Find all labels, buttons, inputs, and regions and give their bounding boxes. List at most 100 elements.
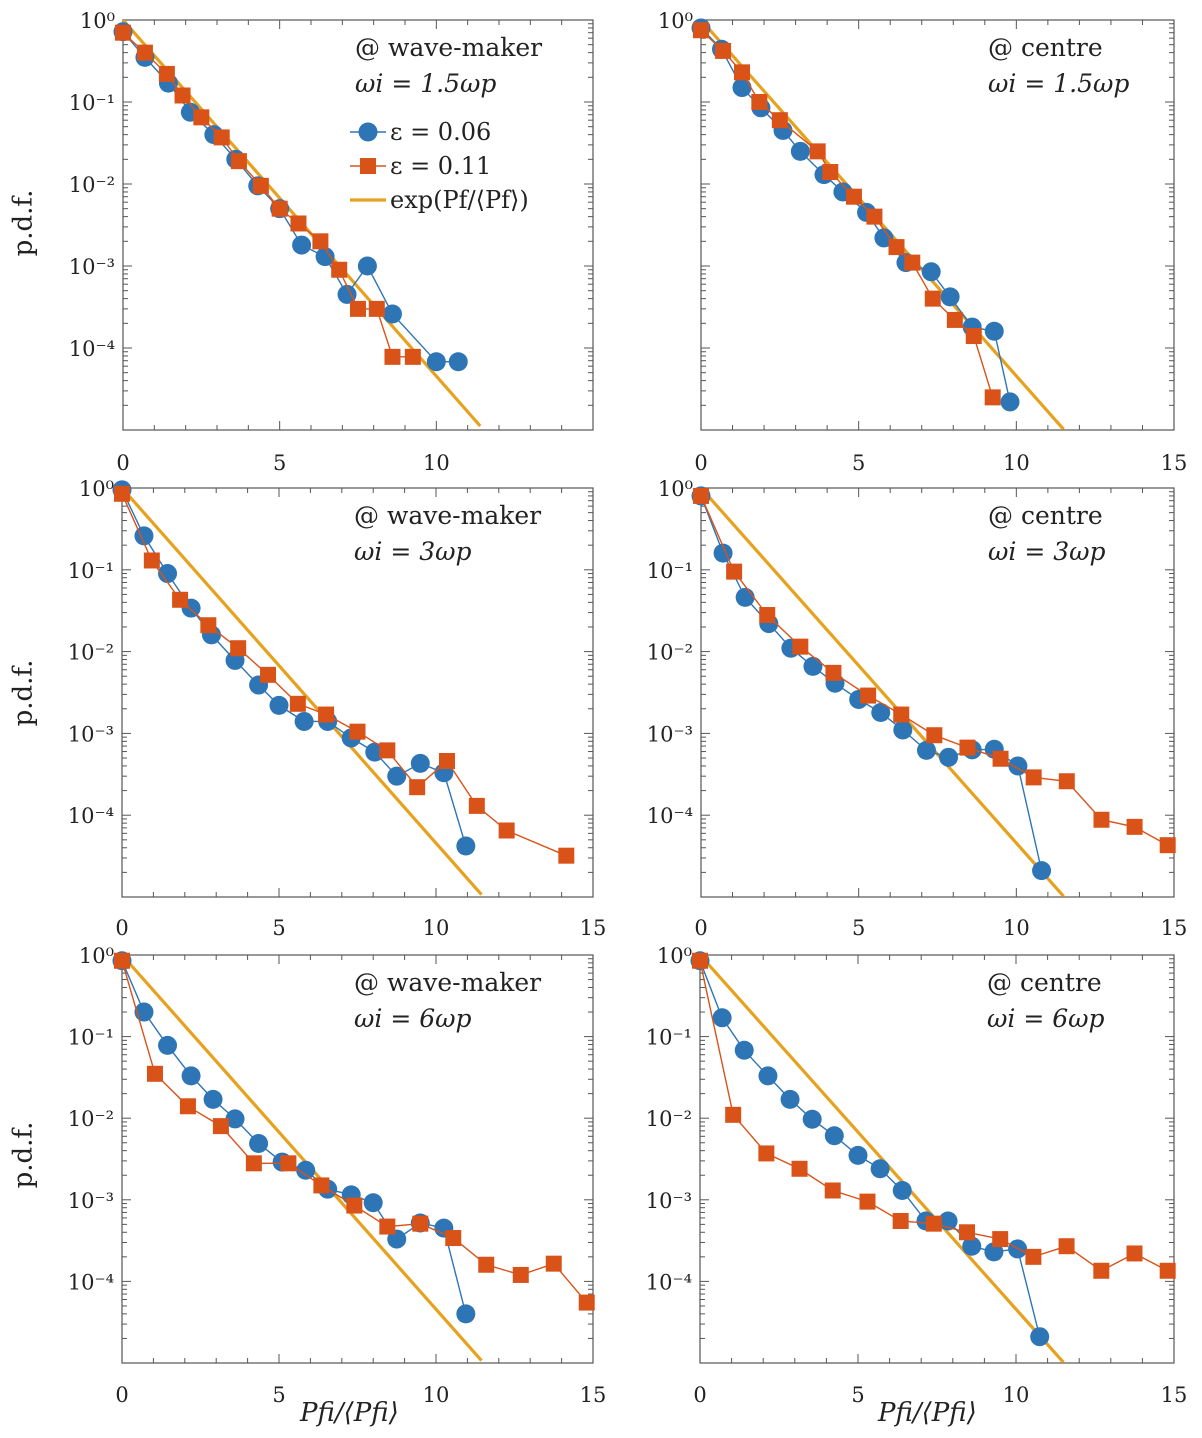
eps011-point	[809, 143, 826, 160]
y-tick-label: 10⁻²	[69, 173, 115, 197]
eps011-point	[438, 752, 455, 769]
eps006-point	[158, 564, 178, 584]
eps011-point	[751, 94, 768, 110]
x-tick-label: 10	[1003, 916, 1030, 940]
xlabel-left: Pfi/⟨Pfi⟩	[300, 1398, 399, 1428]
eps006-point	[892, 1181, 912, 1201]
location-label: @ centre	[988, 33, 1103, 62]
eps011-point	[289, 695, 306, 712]
eps006-point	[357, 256, 377, 276]
eps011-point	[212, 1118, 229, 1135]
eps011-point	[946, 311, 963, 328]
eps011-point	[965, 328, 982, 345]
plot-frame	[121, 954, 594, 1364]
location-label: @ wave-maker	[354, 501, 541, 530]
eps011-point	[733, 64, 750, 81]
eps011-point	[313, 1177, 330, 1194]
eps011-point	[252, 177, 269, 194]
eps011-point	[349, 723, 366, 740]
eps011-point	[959, 739, 976, 756]
y-tick-label: 10⁻²	[646, 1107, 692, 1131]
eps011-point	[318, 706, 335, 723]
x-tick-label: 10	[423, 1383, 450, 1407]
plot-frame	[122, 19, 594, 431]
legend-marker-eps006	[358, 122, 378, 142]
eps011-point	[136, 44, 153, 61]
eps011-point	[230, 153, 247, 170]
eps011-point	[893, 706, 910, 723]
eps006-point	[758, 1066, 778, 1086]
eps011-point	[888, 239, 905, 256]
eps006-point	[296, 1160, 316, 1180]
x-tick-label: 0	[115, 1383, 128, 1407]
eps006-point	[962, 1236, 982, 1256]
eps006-point	[456, 1304, 476, 1324]
x-tick-label: 15	[1161, 916, 1188, 940]
forcing-label: ωi = 3ωp	[354, 537, 472, 566]
eps011-point	[114, 485, 130, 502]
eps011-point	[512, 1266, 529, 1283]
eps011-point	[260, 666, 277, 683]
exp-fit-line	[701, 488, 1065, 897]
y-tick-label: 10⁰	[80, 9, 115, 33]
plot-frame	[121, 487, 594, 898]
eps006-point	[734, 1040, 754, 1060]
eps006-point	[269, 695, 289, 715]
exp-fit-line	[701, 20, 1065, 430]
legend-label-exp_line: exp(Pf/⟨Pf⟩)	[390, 186, 529, 214]
eps011-point	[1159, 1262, 1176, 1279]
x-tick-label: 10	[423, 916, 450, 940]
eps006-point	[893, 720, 913, 740]
eps011-point	[1159, 837, 1176, 854]
eps011-line	[123, 32, 413, 358]
eps006-point	[848, 1145, 868, 1165]
eps006-point	[824, 1126, 844, 1146]
x-tick-label: 5	[272, 916, 285, 940]
eps006-point	[712, 1008, 732, 1028]
eps011-point	[924, 290, 941, 307]
eps011-point	[271, 200, 288, 217]
xlabel-right: Pfi/⟨Pfi⟩	[878, 1398, 977, 1428]
y-tick-label: 10⁻³	[68, 1189, 114, 1213]
eps011-point	[904, 254, 921, 271]
eps011-point	[498, 822, 515, 839]
y-tick-label: 10⁻²	[647, 641, 693, 665]
x-tick-label: 0	[115, 916, 128, 940]
y-tick-label: 10⁻⁴	[646, 1270, 692, 1294]
eps006-point	[984, 321, 1004, 341]
x-tick-label: 15	[580, 916, 607, 940]
eps011-point	[992, 1231, 1009, 1248]
eps006-point	[382, 304, 402, 324]
y-tick-label: 10⁻³	[68, 722, 114, 746]
location-label: @ wave-maker	[354, 968, 541, 997]
eps006-point	[456, 836, 476, 856]
eps006-point	[410, 753, 430, 773]
legend-label-eps006: ε = 0.06	[390, 118, 491, 146]
eps011-point	[245, 1155, 262, 1172]
eps011-point	[346, 1197, 363, 1214]
x-tick-label: 0	[693, 1383, 706, 1407]
eps011-point	[845, 188, 862, 205]
eps011-point	[290, 215, 307, 232]
ylabel-row-3: p.d.f.	[8, 1121, 39, 1189]
eps006-point	[871, 703, 891, 723]
legend: ε = 0.06 ε = 0.11 exp(Pf/⟨Pf⟩)	[350, 118, 529, 214]
eps011-point	[115, 24, 131, 41]
x-tick-label: 5	[852, 916, 865, 940]
panel-4: 10⁰ 10⁻¹ 10⁻² 10⁻³ 10⁻⁴ 0 5 10 15 @ centre ωi = 3ω…	[647, 477, 1188, 940]
eps011-point	[822, 164, 839, 181]
eps011-point	[404, 348, 421, 365]
eps011-point	[1058, 773, 1075, 790]
eps011-point	[892, 1212, 909, 1229]
eps011-point	[331, 261, 348, 278]
y-tick-label: 10⁻⁴	[647, 804, 693, 828]
eps006-point	[158, 1035, 178, 1055]
eps011-line	[122, 493, 567, 857]
forcing-label: ωi = 3ωp	[988, 537, 1106, 566]
eps011-point	[758, 1145, 775, 1162]
eps011-point	[368, 300, 385, 317]
eps011-point	[759, 607, 776, 624]
eps011-point	[866, 208, 883, 225]
eps006-point	[315, 247, 335, 267]
eps011-point	[146, 1065, 163, 1082]
